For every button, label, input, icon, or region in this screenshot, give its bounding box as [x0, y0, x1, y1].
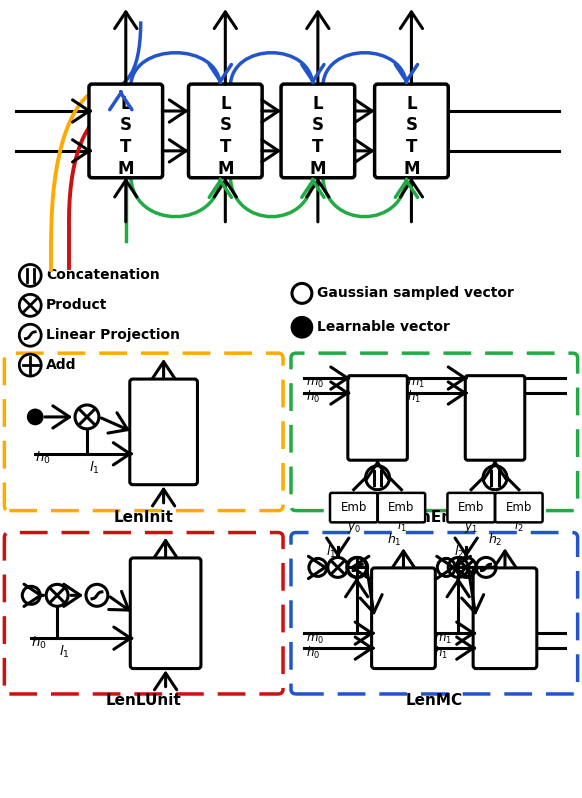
Text: T: T [406, 138, 417, 156]
FancyBboxPatch shape [291, 532, 577, 694]
Text: LenInit: LenInit [113, 510, 173, 524]
FancyBboxPatch shape [130, 379, 197, 484]
Text: L: L [120, 94, 131, 113]
Text: $h_0$: $h_0$ [306, 645, 320, 662]
Text: Learnable vector: Learnable vector [317, 320, 450, 334]
Text: $h_2$: $h_2$ [488, 531, 503, 547]
FancyBboxPatch shape [291, 354, 577, 511]
Text: $h_0$: $h_0$ [36, 450, 51, 466]
Text: $l_2$: $l_2$ [454, 543, 464, 559]
Text: Linear Projection: Linear Projection [46, 328, 180, 342]
FancyBboxPatch shape [89, 84, 162, 178]
Text: S: S [312, 117, 324, 134]
Text: T: T [219, 138, 231, 156]
Text: $m_0$: $m_0$ [306, 377, 324, 390]
Text: S: S [406, 117, 417, 134]
Text: $m_0$: $m_0$ [306, 633, 324, 646]
FancyBboxPatch shape [5, 532, 283, 694]
FancyBboxPatch shape [378, 493, 425, 523]
FancyBboxPatch shape [5, 354, 283, 511]
Text: T: T [312, 138, 324, 156]
Text: $l_2$: $l_2$ [514, 518, 524, 534]
Text: L: L [406, 94, 417, 113]
FancyBboxPatch shape [375, 84, 448, 178]
Text: Gaussian sampled vector: Gaussian sampled vector [317, 286, 514, 300]
Text: Product: Product [46, 298, 108, 312]
Text: S: S [120, 117, 132, 134]
Text: M: M [403, 160, 420, 178]
FancyBboxPatch shape [495, 493, 542, 523]
Circle shape [292, 318, 312, 338]
Text: Add: Add [46, 358, 77, 372]
Text: $y_0$: $y_0$ [347, 520, 361, 535]
Text: $h_1$: $h_1$ [387, 531, 402, 547]
Text: $y_1$: $y_1$ [464, 520, 478, 535]
Text: $m_1$: $m_1$ [434, 633, 452, 646]
Text: $h_0$: $h_0$ [31, 635, 47, 651]
Circle shape [29, 410, 42, 424]
FancyBboxPatch shape [465, 376, 525, 460]
Text: M: M [217, 160, 233, 178]
Text: Emb: Emb [458, 501, 484, 514]
FancyBboxPatch shape [372, 568, 435, 669]
FancyBboxPatch shape [348, 376, 407, 460]
Text: $l_1$: $l_1$ [59, 644, 70, 660]
FancyBboxPatch shape [473, 568, 537, 669]
Text: $h_0$: $h_0$ [306, 389, 320, 405]
Text: $l_1$: $l_1$ [89, 460, 100, 476]
Text: $l_1$: $l_1$ [396, 518, 406, 534]
Text: Emb: Emb [388, 501, 414, 514]
Text: $h_1$: $h_1$ [407, 389, 421, 405]
Text: LenLUnit: LenLUnit [106, 693, 182, 708]
Text: Concatenation: Concatenation [46, 268, 160, 282]
Text: $m_1$: $m_1$ [407, 377, 425, 390]
Text: T: T [120, 138, 132, 156]
Text: $h_1$: $h_1$ [434, 645, 448, 662]
FancyBboxPatch shape [330, 493, 377, 523]
Text: L: L [220, 94, 230, 113]
Text: M: M [118, 160, 134, 178]
Text: Emb: Emb [340, 501, 367, 514]
Text: $l_1$: $l_1$ [325, 543, 336, 559]
Text: M: M [310, 160, 326, 178]
Text: L: L [313, 94, 323, 113]
FancyBboxPatch shape [281, 84, 354, 178]
FancyBboxPatch shape [189, 84, 262, 178]
Text: Emb: Emb [506, 501, 532, 514]
Text: LenMC: LenMC [406, 693, 463, 708]
Text: S: S [219, 117, 231, 134]
Text: LenEmb: LenEmb [400, 510, 469, 524]
FancyBboxPatch shape [448, 493, 495, 523]
FancyBboxPatch shape [130, 558, 201, 669]
